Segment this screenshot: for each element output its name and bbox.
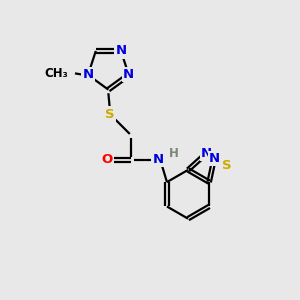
Text: S: S <box>223 159 232 172</box>
Text: N: N <box>116 44 127 58</box>
Text: N: N <box>209 152 220 165</box>
Text: N: N <box>82 68 94 81</box>
Text: N: N <box>123 68 134 81</box>
Text: H: H <box>169 147 178 160</box>
Text: N: N <box>152 153 164 166</box>
Text: N: N <box>201 147 212 160</box>
Text: S: S <box>105 107 115 121</box>
Text: CH₃: CH₃ <box>44 67 68 80</box>
Text: O: O <box>101 153 112 166</box>
